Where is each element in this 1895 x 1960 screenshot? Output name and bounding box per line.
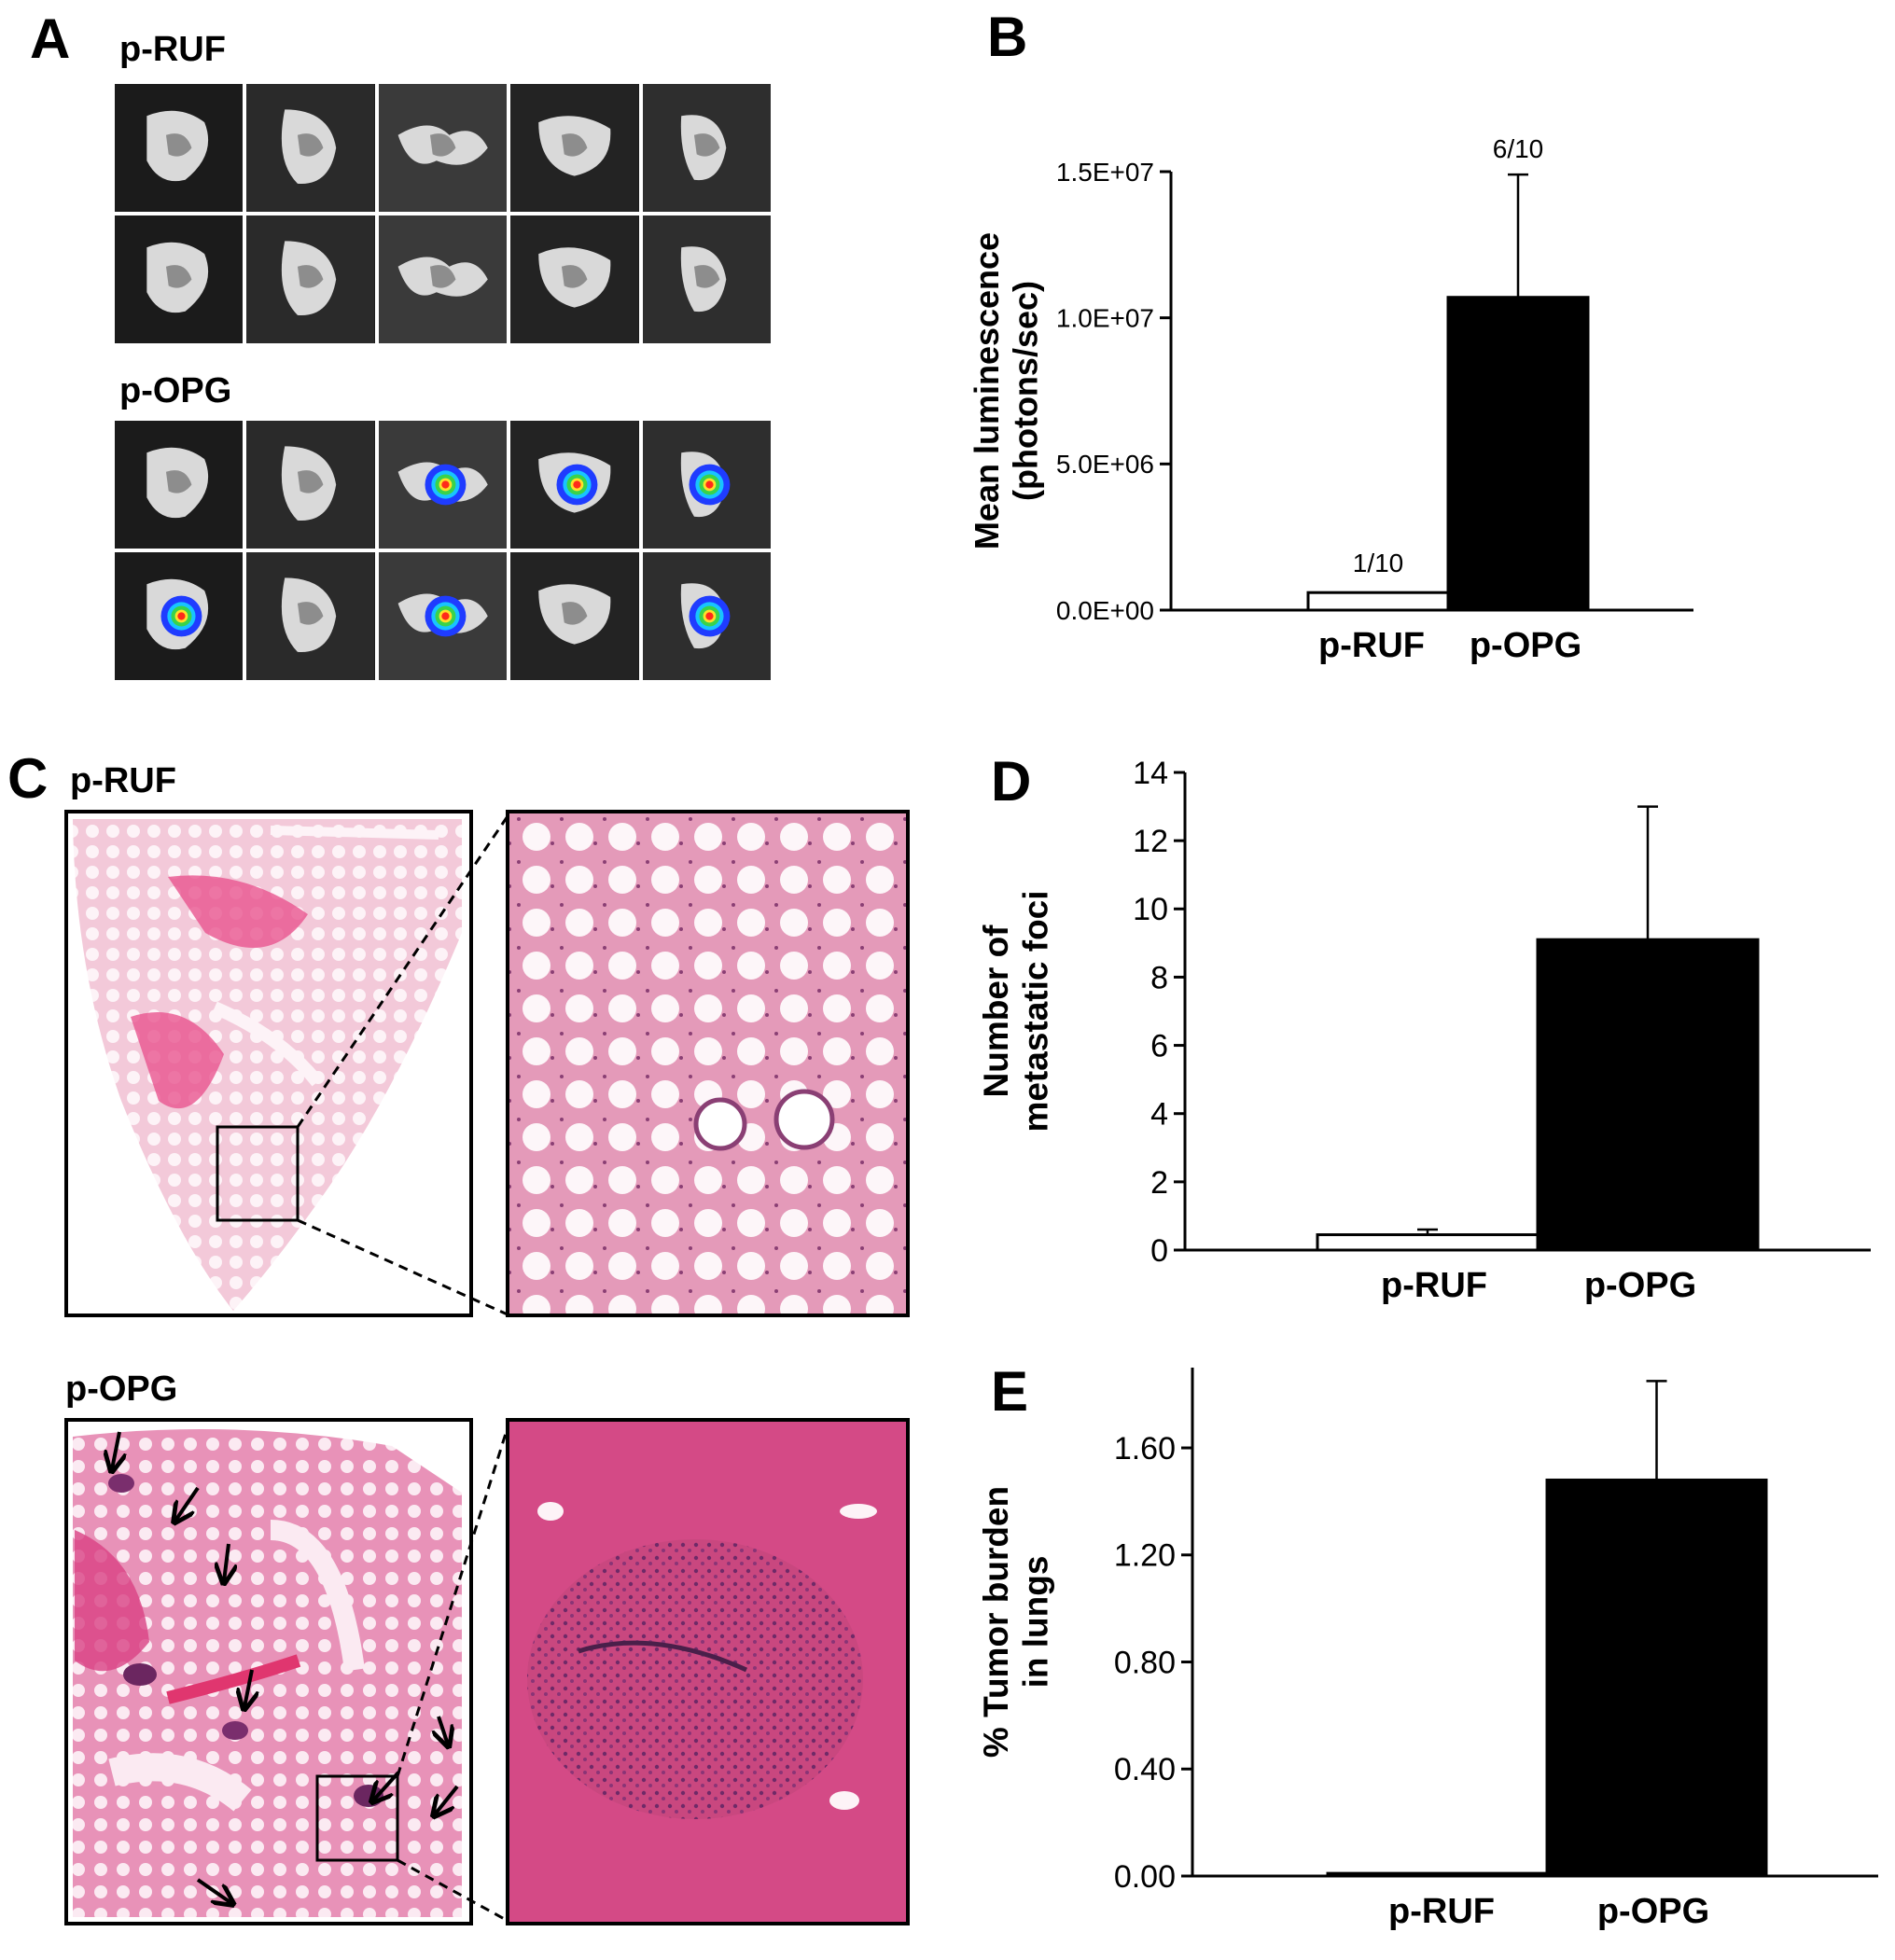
- organ-image-tile: [378, 552, 508, 680]
- organ-image-tile: [246, 84, 375, 212]
- organ-image-tile: [642, 552, 771, 680]
- bar-p-ruf: [1326, 1871, 1549, 1878]
- metastasis-arrows: [112, 1431, 459, 1903]
- panel-letter-a: A: [30, 7, 71, 70]
- y-tick-label: 0.00: [1114, 1859, 1176, 1895]
- panel-letter-b: B: [987, 6, 1028, 68]
- panel-letter-e: E: [991, 1360, 1029, 1423]
- organ-image-tile: [115, 84, 244, 212]
- y-axis-label: Number ofmetastatic foci: [977, 890, 1055, 1132]
- bar-p-opg: [1536, 938, 1760, 1252]
- panel-c-bottom-label: p-OPG: [65, 1369, 178, 1409]
- x-category-label: p-RUF: [1381, 1266, 1487, 1305]
- x-category-label: p-OPG: [1584, 1266, 1696, 1305]
- bioluminescence-grid-p-ruf: [115, 84, 771, 343]
- organ-image-tile: [510, 215, 639, 343]
- x-category-label: p-OPG: [1597, 1892, 1709, 1931]
- y-tick-label: 8: [1150, 960, 1168, 995]
- panel-a-top-label: p-RUF: [119, 30, 226, 69]
- panel-letter-c: C: [7, 747, 49, 810]
- x-category-label: p-RUF: [1318, 626, 1425, 665]
- organ-image-tile: [510, 552, 639, 680]
- y-tick-label: 1.0E+07: [1056, 303, 1154, 332]
- organ-image-tile: [115, 421, 244, 549]
- bar-p-opg: [1446, 296, 1590, 612]
- chart-d-metastatic-foci: 0 2 4 6 8 10 12 14 Number ofmetastatic foci p-RUF…: [977, 756, 1871, 1305]
- y-tick-label: 10: [1133, 892, 1168, 927]
- chart-b-mean-luminescence: 0.0E+00 5.0E+06 1.0E+07 1.5E+07 Mean lumines…: [968, 134, 1693, 665]
- y-tick-label: 12: [1133, 824, 1168, 859]
- y-tick-label: 14: [1133, 756, 1168, 791]
- panel-a-bottom-label: p-OPG: [119, 371, 232, 410]
- organ-image-tile: [115, 215, 244, 343]
- organ-image-tile: [246, 215, 375, 343]
- chart-e-tumor-burden: 0.00 0.40 0.80 1.20 1.60 % Tumor burdenin lun…: [977, 1368, 1878, 1931]
- p-opg-lung-section: [64, 1418, 511, 1925]
- y-tick-label: 4: [1150, 1097, 1168, 1133]
- organ-image-tile: [642, 421, 771, 549]
- p-ruf-lung-zoom: [506, 810, 910, 1317]
- y-tick-label: 0.0E+00: [1056, 596, 1154, 625]
- y-tick-label: 0.80: [1114, 1645, 1176, 1680]
- organ-image-tile: [642, 84, 771, 212]
- y-tick-label: 2: [1150, 1165, 1168, 1201]
- bioluminescence-grid-p-opg: [115, 421, 771, 680]
- bar-p-opg: [1545, 1478, 1768, 1878]
- organ-image-tile: [510, 84, 639, 212]
- organ-image-tile: [378, 421, 508, 549]
- y-axis-label: Mean luminescence(photons/sec): [968, 232, 1044, 549]
- bar-annotation: 1/10: [1353, 549, 1404, 577]
- panel-letter-d: D: [991, 750, 1032, 813]
- organ-image-tile: [246, 552, 375, 680]
- organ-image-tile: [378, 84, 508, 212]
- organ-image-tile: [246, 421, 375, 549]
- bar-p-ruf: [1316, 1233, 1540, 1252]
- bar-annotation: 6/10: [1493, 134, 1544, 163]
- organ-image-tile: [510, 421, 639, 549]
- p-ruf-lung-section: [64, 810, 511, 1317]
- y-tick-label: 1.20: [1114, 1538, 1176, 1574]
- y-tick-label: 0.40: [1114, 1752, 1176, 1787]
- y-axis-label: % Tumor burdenin lungs: [977, 1486, 1055, 1758]
- panel-c-top-label: p-RUF: [70, 761, 176, 800]
- p-opg-lung-zoom: [506, 1418, 910, 1925]
- x-category-label: p-OPG: [1470, 626, 1581, 665]
- y-tick-label: 1.60: [1114, 1431, 1176, 1467]
- y-tick-label: 1.5E+07: [1056, 158, 1154, 187]
- organ-image-tile: [642, 215, 771, 343]
- y-tick-label: 0: [1150, 1233, 1168, 1269]
- x-category-label: p-RUF: [1388, 1892, 1495, 1931]
- organ-image-tile: [378, 215, 508, 343]
- y-tick-label: 5.0E+06: [1056, 450, 1154, 479]
- organ-image-tile: [115, 552, 244, 680]
- y-tick-label: 6: [1150, 1028, 1168, 1063]
